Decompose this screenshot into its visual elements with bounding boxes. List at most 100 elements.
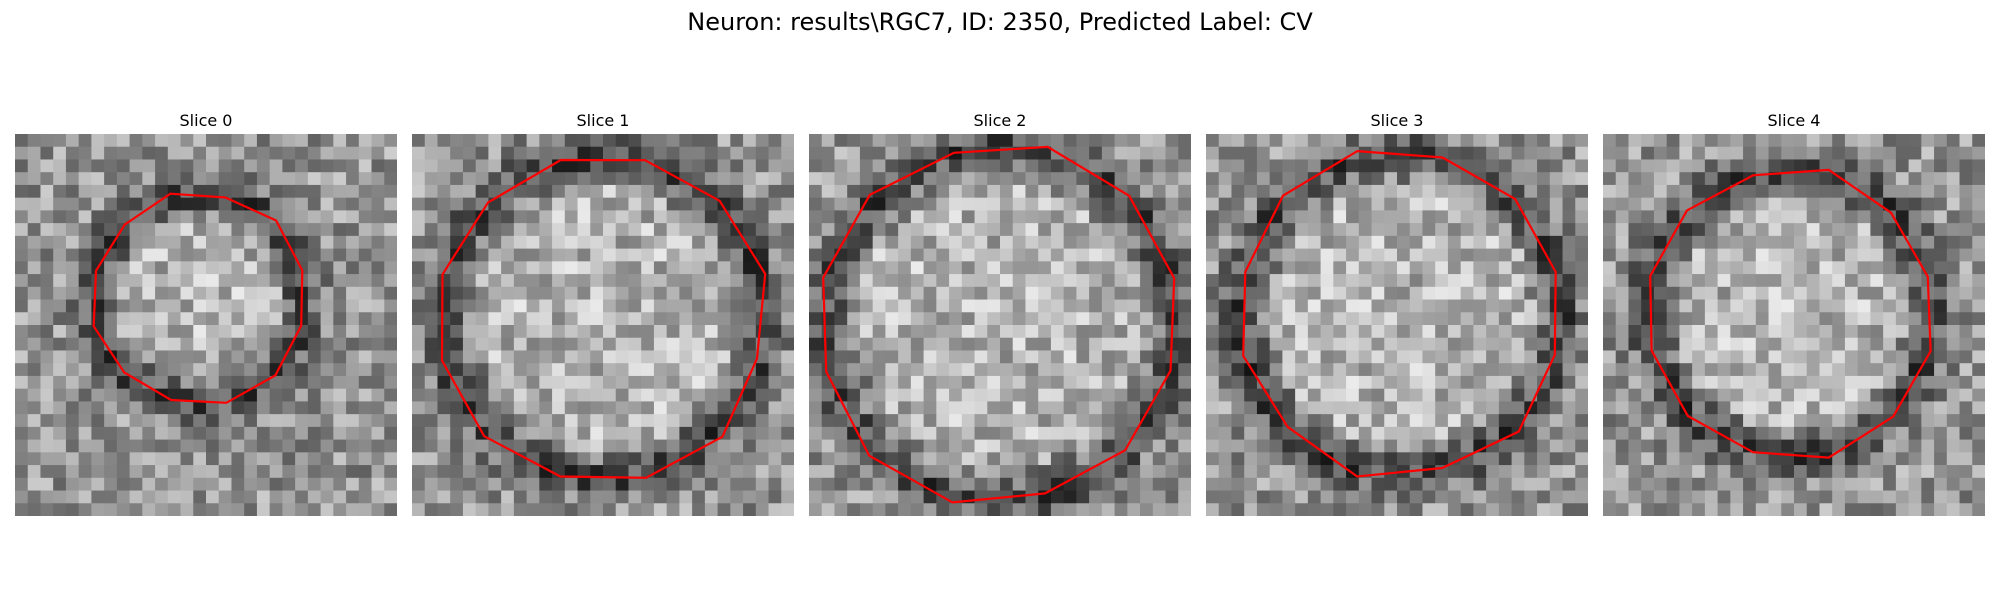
- image-pixel: [424, 146, 439, 161]
- image-pixel: [1231, 274, 1245, 288]
- image-pixel: [1959, 146, 1973, 161]
- image-pixel: [526, 286, 540, 301]
- image-pixel: [437, 375, 451, 390]
- image-pixel: [1666, 452, 1680, 466]
- image-pixel: [104, 261, 118, 275]
- image-pixel: [1959, 503, 1973, 516]
- image-pixel: [180, 223, 194, 237]
- image-pixel: [1934, 375, 1948, 390]
- image-pixel: [1857, 375, 1871, 390]
- image-pixel: [1269, 235, 1283, 250]
- image-pixel: [244, 401, 258, 415]
- image-pixel: [384, 503, 397, 516]
- image-pixel: [564, 235, 579, 250]
- image-pixel: [1972, 172, 1985, 186]
- image-pixel: [768, 350, 782, 364]
- image-pixel: [590, 159, 604, 173]
- image-pixel: [256, 439, 271, 453]
- image-pixel: [755, 223, 770, 237]
- image-pixel: [872, 223, 886, 237]
- image-pixel: [743, 184, 757, 199]
- image-pixel: [974, 299, 988, 313]
- image-pixel: [679, 261, 693, 275]
- image-pixel: [1371, 401, 1385, 415]
- image-pixel: [821, 210, 836, 224]
- image-pixel: [218, 452, 233, 466]
- image-pixel: [513, 363, 528, 377]
- image-pixel: [885, 439, 899, 453]
- image-pixel: [129, 477, 143, 492]
- image-pixel: [155, 210, 169, 224]
- image-pixel: [1089, 299, 1103, 313]
- image-pixel: [501, 426, 515, 441]
- image-pixel: [743, 299, 757, 313]
- image-pixel: [1666, 261, 1680, 275]
- image-pixel: [1178, 363, 1191, 377]
- image-pixel: [781, 159, 794, 173]
- image-pixel: [1447, 414, 1462, 428]
- image-pixel: [834, 172, 848, 186]
- image-pixel: [1371, 388, 1385, 402]
- image-pixel: [717, 146, 731, 161]
- image-pixel: [1089, 503, 1103, 516]
- image-pixel: [1844, 248, 1859, 262]
- image-pixel: [1346, 337, 1360, 352]
- image-pixel: [1295, 452, 1309, 466]
- image-pixel: [949, 235, 963, 250]
- image-pixel: [859, 159, 874, 173]
- image-pixel: [488, 350, 502, 364]
- image-pixel: [552, 503, 566, 516]
- image-pixel: [834, 465, 848, 479]
- image-pixel: [949, 159, 963, 173]
- image-pixel: [65, 159, 80, 173]
- image-pixel: [1934, 261, 1948, 275]
- slice-title-3: Slice 3: [1370, 111, 1424, 130]
- image-pixel: [1358, 146, 1373, 161]
- image-pixel: [1781, 503, 1795, 516]
- image-pixel: [1435, 452, 1449, 466]
- image-pixel: [142, 299, 156, 313]
- image-pixel: [1422, 274, 1436, 288]
- image-pixel: [78, 363, 92, 377]
- image-pixel: [1628, 439, 1642, 453]
- image-pixel: [1717, 503, 1731, 516]
- image-pixel: [231, 286, 245, 301]
- image-pixel: [1101, 477, 1116, 492]
- image-pixel: [104, 325, 118, 339]
- image-pixel: [1679, 184, 1693, 199]
- image-pixel: [1575, 465, 1588, 479]
- image-pixel: [1524, 146, 1538, 161]
- image-pixel: [1397, 274, 1411, 288]
- image-pixel: [307, 261, 322, 275]
- image-pixel: [1832, 452, 1846, 466]
- image-pixel: [603, 325, 617, 339]
- image-pixel: [1012, 172, 1027, 186]
- image-pixel: [1794, 363, 1808, 377]
- image-pixel: [1806, 350, 1821, 364]
- image-pixel: [78, 439, 92, 453]
- image-pixel: [1050, 223, 1065, 237]
- image-pixel: [320, 172, 334, 186]
- image-pixel: [1447, 452, 1462, 466]
- image-pixel: [552, 350, 566, 364]
- image-pixel: [1346, 299, 1360, 313]
- image-pixel: [116, 184, 131, 199]
- image-pixel: [282, 414, 296, 428]
- image-pixel: [437, 503, 451, 516]
- image-pixel: [180, 210, 194, 224]
- image-pixel: [1908, 426, 1922, 441]
- image-pixel: [424, 503, 439, 516]
- image-pixel: [590, 401, 604, 415]
- image-pixel: [1000, 274, 1014, 288]
- image-pixel: [1218, 401, 1233, 415]
- image-pixel: [1165, 210, 1179, 224]
- image-pixel: [155, 134, 169, 148]
- image-pixel: [167, 490, 182, 504]
- image-pixel: [1768, 312, 1782, 326]
- image-pixel: [717, 325, 731, 339]
- image-pixel: [231, 159, 245, 173]
- image-pixel: [269, 184, 283, 199]
- image-pixel: [358, 325, 373, 339]
- image-pixel: [1256, 286, 1271, 301]
- image-pixel: [501, 375, 515, 390]
